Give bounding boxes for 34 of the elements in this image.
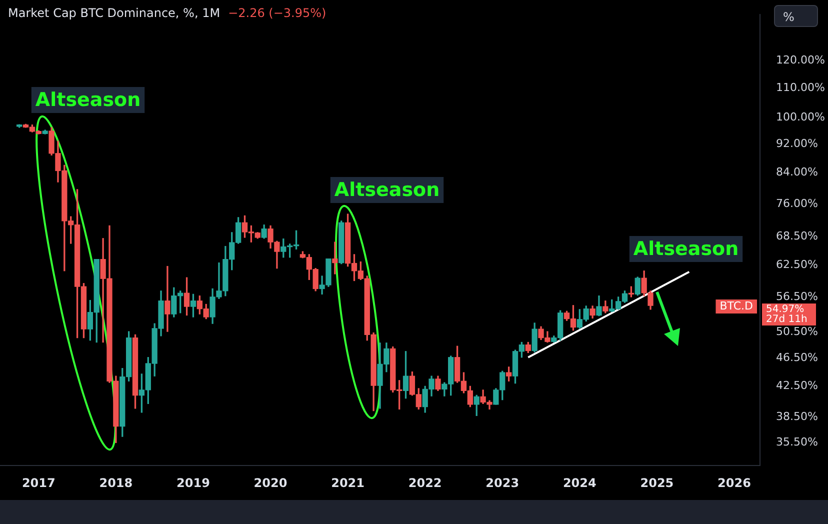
y-tick-label: 92.00% (776, 136, 818, 150)
x-tick-label: 2025 (640, 476, 674, 490)
chart-title: Market Cap BTC Dominance, %, 1M (8, 6, 220, 20)
annotation: Altseason (334, 178, 440, 201)
y-tick-label: 84.00% (776, 165, 818, 178)
y-tick-label: 35.50% (776, 436, 818, 449)
y-axis-title: % (774, 5, 818, 27)
text: 27d 11h (766, 314, 808, 326)
y-tick-label: 110.00% (776, 80, 825, 94)
x-tick-label: 2018 (99, 476, 133, 490)
y-tick-label: 120.00% (776, 54, 825, 67)
x-tick-label: 2020 (254, 476, 288, 490)
x-tick-label: 2023 (486, 476, 520, 490)
annotation: Altseason (35, 88, 141, 111)
y-tick-label: 56.50% (776, 290, 818, 303)
x-tick-label: 2026 (718, 476, 751, 490)
x-tick-label: 2022 (408, 476, 442, 490)
chart-subtitle: −2.26 (−3.95%) (228, 6, 326, 20)
x-tick-label: 2017 (22, 476, 56, 490)
y-tick-label: 42.50% (776, 379, 818, 392)
y-tick-label: 38.50% (776, 410, 818, 424)
candlestick (164, 266, 170, 332)
text: 54.97% (766, 304, 804, 316)
y-tick-label: 68.50% (776, 229, 818, 242)
y-tick-label: 46.50% (776, 350, 818, 364)
x-tick-label: 2021 (331, 476, 364, 490)
annotation: Altseason (633, 238, 739, 260)
x-tick-label: 2019 (176, 476, 210, 490)
annotation: BTC.D (720, 299, 754, 312)
y-tick-label: 100.00% (776, 110, 825, 124)
y-tick-label: 62.50% (776, 258, 818, 272)
x-tick-label: 2024 (562, 476, 596, 490)
y-tick-label: 50.50% (776, 325, 818, 338)
y-tick-label: 76.00% (776, 196, 818, 210)
